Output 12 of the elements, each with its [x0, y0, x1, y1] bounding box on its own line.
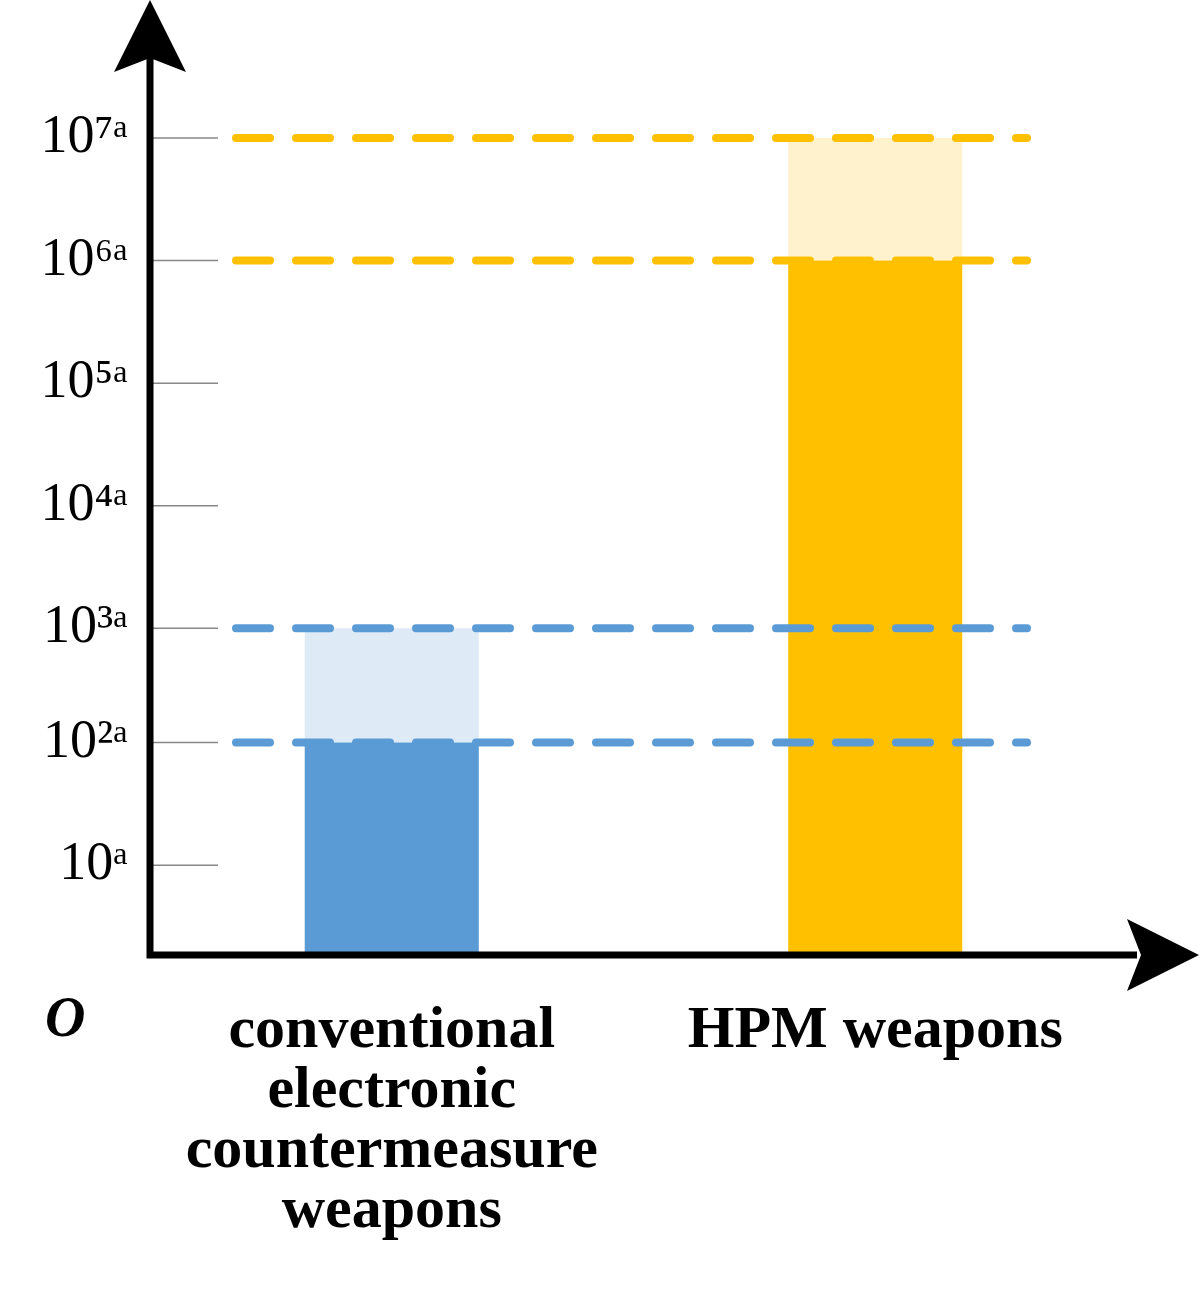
bar: [788, 138, 963, 261]
x-tick-label: conventional electronic countermeasure weapons: [185, 993, 598, 1240]
text: O: [45, 985, 86, 1049]
bar: [304, 628, 479, 743]
x-tick-label: HPM weapons: [687, 993, 1063, 1060]
ref-line-label: 10²ᵃ: [43, 708, 128, 769]
ref-line-label: 10⁴ᵃ: [40, 471, 128, 532]
ref-line-label: 10³ᵃ: [43, 594, 128, 655]
ref-line-label: 10⁷ᵃ: [40, 104, 128, 165]
ref-line-label: 10⁶ᵃ: [40, 226, 128, 287]
ref-line-label: 10⁵ᵃ: [40, 349, 128, 410]
ref-line-label: 10ᵃ: [59, 831, 128, 892]
